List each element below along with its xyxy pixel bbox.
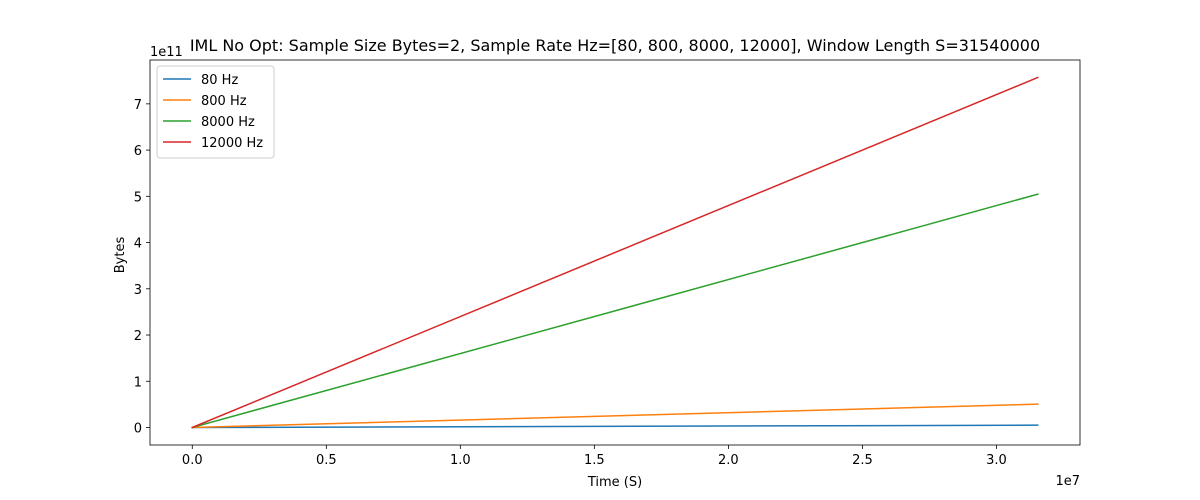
legend-label-3: 12000 Hz (201, 136, 263, 151)
x-axis-label: Time (S) (587, 475, 642, 490)
series-line-0 (191, 424, 1039, 429)
legend-label-1: 800 Hz (201, 94, 247, 109)
axes-layer: 0.0 0.5 1.0 1.5 2.0 2.5 3.0 0 1 2 3 4 5 6 7 (134, 59, 1081, 468)
y-tick-label: 0 (134, 422, 142, 437)
x-tick-label: 1.0 (450, 453, 471, 468)
x-tick-label: 2.5 (852, 453, 873, 468)
y-tick-label: 2 (134, 329, 142, 344)
legend-label-2: 8000 Hz (201, 115, 255, 130)
x-tick-label: 2.0 (718, 453, 739, 468)
x-tick-label: 1.5 (584, 453, 605, 468)
y-tick-label: 4 (134, 237, 142, 252)
y-offset-text: 1e11 (150, 45, 183, 60)
x-tick-label: 3.0 (986, 453, 1007, 468)
y-axis-label: Bytes (113, 237, 128, 274)
series-line-2 (191, 193, 1039, 429)
chart-title: IML No Opt: Sample Size Bytes=2, Sample … (190, 36, 1040, 55)
y-tick-label: 3 (134, 283, 142, 298)
legend-label-0: 80 Hz (201, 73, 238, 88)
y-tick-label: 5 (134, 190, 142, 205)
y-tick-label: 1 (134, 375, 142, 390)
y-tick-label: 7 (134, 98, 142, 113)
series-layer (191, 76, 1039, 429)
legend: 80 Hz 800 Hz 8000 Hz 12000 Hz (156, 65, 275, 159)
x-offset-text: 1e7 (1055, 474, 1080, 489)
axes-frame (149, 59, 1081, 446)
series-line-3 (191, 76, 1039, 429)
x-tick-label: 0.5 (316, 453, 337, 468)
series-line-1 (191, 403, 1039, 429)
x-tick-label: 0.0 (182, 453, 203, 468)
y-tick-label: 6 (134, 144, 142, 159)
legend-frame (156, 65, 275, 159)
